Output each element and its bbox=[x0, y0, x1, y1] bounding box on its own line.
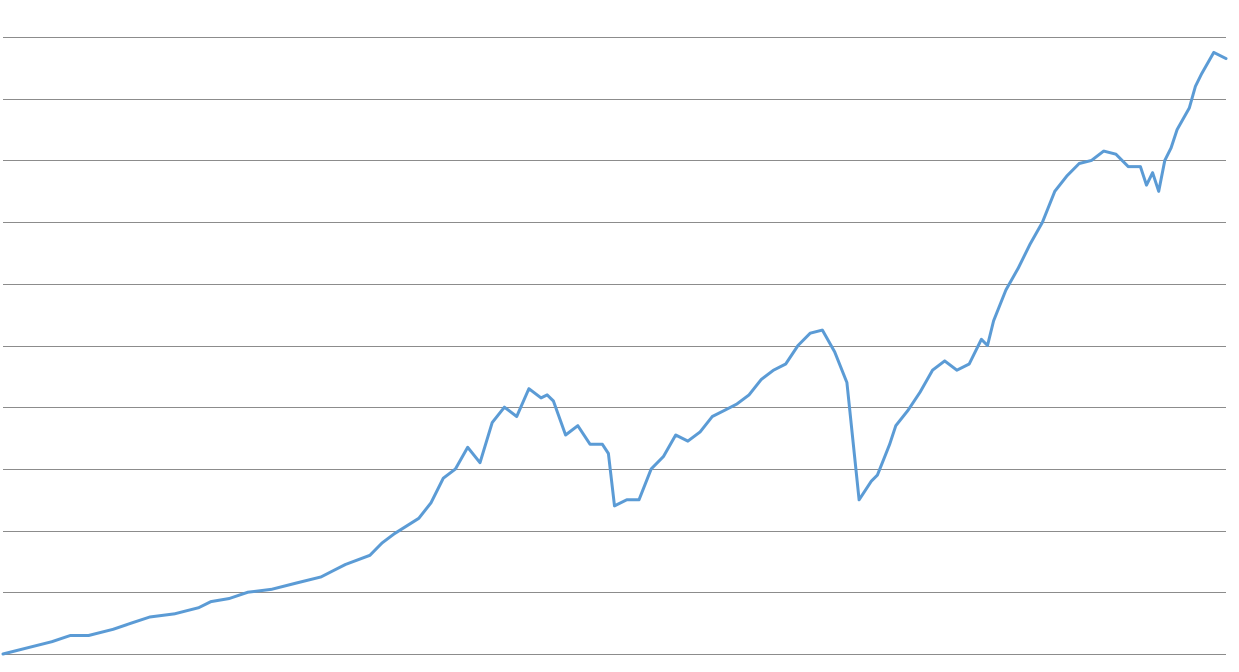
series-line bbox=[1, 50, 1228, 656]
series-group bbox=[1, 50, 1228, 656]
gridlines bbox=[3, 37, 1226, 655]
